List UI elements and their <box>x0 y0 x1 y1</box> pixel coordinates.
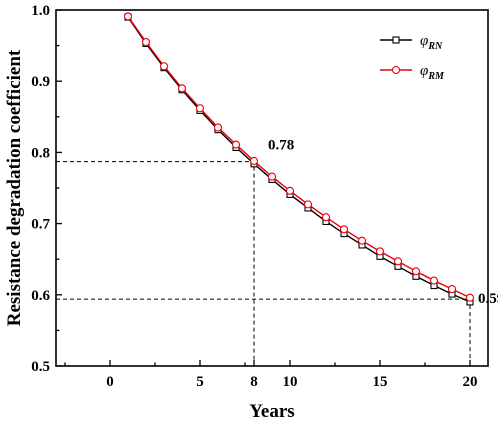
data-point <box>411 267 421 276</box>
legend-label: φRN <box>420 33 443 52</box>
data-point <box>177 84 187 93</box>
y-axis-title: Resistance degradation coefficient <box>4 49 25 326</box>
data-point <box>231 140 241 149</box>
annotation-label: 0.78 <box>268 138 294 154</box>
data-point <box>429 276 439 285</box>
data-point <box>357 236 367 245</box>
x-tick-label: 15 <box>373 374 388 390</box>
data-point <box>213 123 223 132</box>
guide-line <box>56 161 255 366</box>
series-line <box>127 16 471 303</box>
data-point <box>195 104 205 113</box>
series-RN <box>124 13 474 306</box>
x-tick-label: 20 <box>463 374 478 390</box>
x-tick-label: 10 <box>283 374 298 390</box>
series-RM <box>123 12 475 302</box>
data-point <box>159 62 169 71</box>
y-tick-label: 0.6 <box>31 288 50 304</box>
data-point <box>393 257 403 266</box>
reference-guides <box>56 161 471 366</box>
data-point <box>141 37 151 47</box>
y-tick-label: 0.5 <box>31 359 50 375</box>
guide-line <box>56 298 471 366</box>
x-tick-label: 5 <box>196 374 204 390</box>
legend: φRN φRM <box>380 33 445 82</box>
axes: 0.5 0.6 0.7 0.8 0.9 1.0 0 5 8 10 15 20 <box>31 3 489 390</box>
data-point <box>123 12 133 21</box>
y-tick-label: 0.8 <box>31 145 50 161</box>
data-point <box>375 247 385 256</box>
data-point <box>267 172 277 181</box>
data-point <box>303 200 313 209</box>
legend-marker <box>392 36 400 44</box>
data-point <box>249 156 259 165</box>
data-point <box>285 186 295 195</box>
legend-item-RM: φRM <box>380 63 445 82</box>
annotation-label: 0.59 <box>478 291 498 307</box>
annotations: 0.78 0.59 <box>268 138 498 307</box>
data-point <box>339 225 349 234</box>
data-point <box>447 285 457 294</box>
legend-marker <box>391 65 401 75</box>
series-layer <box>123 12 475 306</box>
x-tick-label: 8 <box>250 374 258 390</box>
legend-label: φRM <box>420 63 445 82</box>
y-tick-label: 1.0 <box>31 3 50 19</box>
data-point <box>465 293 475 302</box>
series-line <box>127 16 471 299</box>
y-tick-label: 0.9 <box>31 74 50 90</box>
data-point <box>321 213 331 222</box>
x-tick-label: 0 <box>106 374 114 390</box>
legend-item-RN: φRN <box>380 33 443 52</box>
x-axis-title: Years <box>249 401 294 422</box>
y-tick-label: 0.7 <box>31 217 50 233</box>
